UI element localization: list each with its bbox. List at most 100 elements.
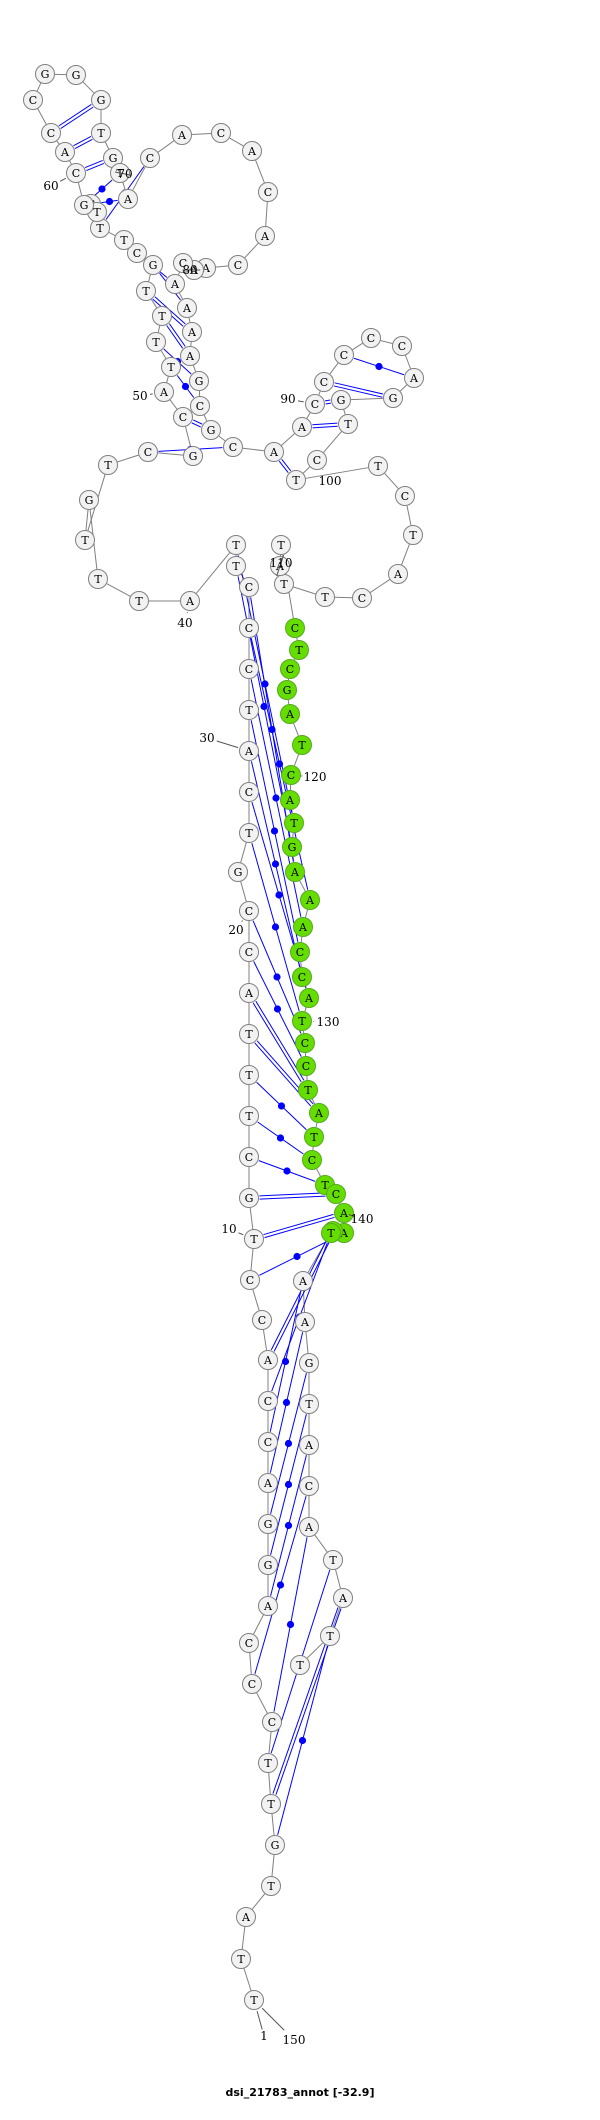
nucleotide-circle[interactable] xyxy=(264,442,284,462)
nucleotide[interactable]: A xyxy=(172,125,192,145)
nucleotide[interactable]: T xyxy=(136,281,156,301)
nucleotide[interactable]: A xyxy=(239,741,259,761)
nucleotide-circle-highlighted[interactable] xyxy=(282,837,302,857)
nucleotide-circle[interactable] xyxy=(66,65,86,85)
nucleotide-circle[interactable] xyxy=(239,618,259,638)
nucleotide-circle[interactable] xyxy=(211,123,231,143)
nucleotide-circle[interactable] xyxy=(140,148,160,168)
nucleotide[interactable]: C xyxy=(239,1633,259,1653)
nucleotide-circle[interactable] xyxy=(244,1229,264,1249)
nucleotide[interactable]: A xyxy=(258,1596,278,1616)
nucleotide[interactable]: C xyxy=(258,182,278,202)
nucleotide[interactable]: C xyxy=(262,1712,282,1732)
nucleotide-circle[interactable] xyxy=(127,243,147,263)
nucleotide-circle[interactable] xyxy=(172,125,192,145)
nucleotide-circle[interactable] xyxy=(265,1835,285,1855)
nucleotide-circle[interactable] xyxy=(255,226,275,246)
nucleotide-circle-highlighted[interactable] xyxy=(284,813,304,833)
nucleotide[interactable]: T xyxy=(289,640,309,660)
nucleotide-circle-highlighted[interactable] xyxy=(295,1033,315,1053)
nucleotide[interactable]: C xyxy=(228,255,248,275)
nucleotide[interactable]: C xyxy=(173,253,193,273)
nucleotide[interactable]: C xyxy=(239,782,259,802)
nucleotide-circle-highlighted[interactable] xyxy=(309,1103,329,1123)
nucleotide-circle[interactable] xyxy=(395,486,415,506)
nucleotide[interactable]: C xyxy=(239,1147,259,1167)
nucleotide-circle-highlighted[interactable] xyxy=(321,1223,341,1243)
nucleotide-circle[interactable] xyxy=(315,587,335,607)
nucleotide[interactable]: A xyxy=(177,298,197,318)
nucleotide-circle[interactable] xyxy=(91,90,111,110)
nucleotide[interactable]: A xyxy=(333,1588,353,1608)
nucleotide[interactable]: T xyxy=(274,574,294,594)
nucleotide-circle-highlighted[interactable] xyxy=(293,917,313,937)
nucleotide[interactable]: T xyxy=(226,556,246,576)
nucleotide-circle[interactable] xyxy=(286,470,306,490)
nucleotide-circle[interactable] xyxy=(182,322,202,342)
nucleotide-circle-highlighted[interactable] xyxy=(326,1184,346,1204)
nucleotide-circle[interactable] xyxy=(271,535,291,555)
nucleotide-circle-highlighted[interactable] xyxy=(292,1011,312,1031)
nucleotide-circle[interactable] xyxy=(35,64,55,84)
nucleotide-circle[interactable] xyxy=(180,346,200,366)
nucleotide-circle[interactable] xyxy=(314,372,334,392)
nucleotide-circle[interactable] xyxy=(239,1633,259,1653)
nucleotide[interactable]: A xyxy=(154,382,174,402)
nucleotide[interactable]: A xyxy=(242,141,262,161)
nucleotide[interactable]: T xyxy=(231,1949,251,1969)
nucleotide[interactable]: T xyxy=(315,587,335,607)
nucleotide[interactable]: C xyxy=(239,577,259,597)
nucleotide-circle[interactable] xyxy=(299,1517,319,1537)
nucleotide-circle[interactable] xyxy=(23,90,43,110)
nucleotide-circle[interactable] xyxy=(258,1753,278,1773)
nucleotide-circle[interactable] xyxy=(239,700,259,720)
nucleotide[interactable]: C xyxy=(392,336,412,356)
nucleotide-circle[interactable] xyxy=(239,782,259,802)
nucleotide[interactable]: G xyxy=(277,680,297,700)
nucleotide[interactable]: A xyxy=(165,274,185,294)
nucleotide-circle[interactable] xyxy=(118,189,138,209)
nucleotide-circle[interactable] xyxy=(129,591,149,611)
nucleotide-circle[interactable] xyxy=(74,195,94,215)
nucleotide-circle[interactable] xyxy=(299,1353,319,1373)
nucleotide[interactable]: C xyxy=(295,1033,315,1053)
nucleotide[interactable]: T xyxy=(271,535,291,555)
nucleotide[interactable]: C xyxy=(173,407,193,427)
nucleotide-circle[interactable] xyxy=(177,298,197,318)
nucleotide-circle[interactable] xyxy=(55,142,75,162)
nucleotide-circle[interactable] xyxy=(290,1655,310,1675)
nucleotide[interactable]: C xyxy=(239,618,259,638)
nucleotide-circle[interactable] xyxy=(180,591,200,611)
nucleotide-circle[interactable] xyxy=(239,1188,259,1208)
nucleotide[interactable]: T xyxy=(286,470,306,490)
nucleotide-circle[interactable] xyxy=(244,1990,264,2010)
nucleotide[interactable]: T xyxy=(290,1655,310,1675)
nucleotide[interactable]: T xyxy=(114,230,134,250)
nucleotide-circle[interactable] xyxy=(239,1024,259,1044)
nucleotide[interactable]: A xyxy=(280,704,300,724)
nucleotide-circle[interactable] xyxy=(239,577,259,597)
nucleotide[interactable]: T xyxy=(261,1876,281,1896)
nucleotide[interactable]: A xyxy=(258,1350,278,1370)
nucleotide[interactable]: C xyxy=(242,1674,262,1694)
nucleotide[interactable]: C xyxy=(299,1476,319,1496)
nucleotide-circle[interactable] xyxy=(79,490,99,510)
nucleotide[interactable]: C xyxy=(223,437,243,457)
nucleotide-circle[interactable] xyxy=(331,390,351,410)
nucleotide-circle[interactable] xyxy=(239,1106,259,1126)
nucleotide[interactable]: C xyxy=(258,1391,278,1411)
nucleotide-circle[interactable] xyxy=(138,442,158,462)
nucleotide[interactable]: A xyxy=(258,1473,278,1493)
nucleotide[interactable]: T xyxy=(239,1106,259,1126)
nucleotide-circle[interactable] xyxy=(154,382,174,402)
nucleotide-circle[interactable] xyxy=(239,1065,259,1085)
nucleotide[interactable]: A xyxy=(239,983,259,1003)
nucleotide[interactable]: C xyxy=(281,765,301,785)
nucleotide[interactable]: T xyxy=(98,455,118,475)
nucleotide-circle[interactable] xyxy=(258,1391,278,1411)
nucleotide-circle-highlighted[interactable] xyxy=(289,640,309,660)
nucleotide-circle[interactable] xyxy=(261,1876,281,1896)
nucleotide-circle-highlighted[interactable] xyxy=(277,680,297,700)
nucleotide-circle[interactable] xyxy=(299,1476,319,1496)
nucleotide[interactable]: C xyxy=(285,618,305,638)
